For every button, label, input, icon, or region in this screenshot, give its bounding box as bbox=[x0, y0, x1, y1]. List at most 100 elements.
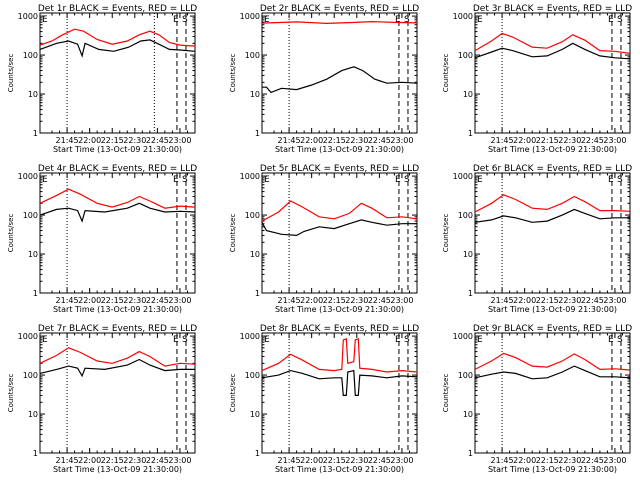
y-axis-label: Counts/sec bbox=[442, 374, 450, 413]
marker-label: S bbox=[617, 15, 623, 25]
plot-frame bbox=[474, 332, 631, 454]
marker-label-left: E bbox=[42, 335, 48, 345]
marker-label-left: E bbox=[42, 175, 48, 185]
x-tick-label: 23:00 bbox=[168, 296, 191, 305]
marker-label-left: E bbox=[264, 15, 270, 25]
x-axis-label: Start Time (13-Oct-09 21:30:00) bbox=[488, 145, 617, 154]
x-tick-label: 22:00 bbox=[513, 296, 536, 305]
plot-frame bbox=[261, 172, 418, 294]
events-series-line bbox=[39, 39, 196, 58]
events-series-line bbox=[474, 208, 630, 223]
y-tick-label: 100 bbox=[458, 371, 473, 380]
y-axis-label: Counts/sec bbox=[7, 374, 15, 413]
x-tick-label: 23:00 bbox=[390, 296, 413, 305]
y-axis-label: Counts/sec bbox=[229, 374, 237, 413]
panel-title: Det 3r BLACK = Events, RED = LLD bbox=[473, 4, 632, 14]
marker-label: S bbox=[182, 15, 188, 25]
events-series-line bbox=[262, 66, 418, 94]
y-axis-label: Counts/sec bbox=[442, 54, 450, 93]
x-tick-label: 22:45 bbox=[581, 136, 604, 145]
marker-label-left: E bbox=[477, 335, 483, 345]
y-tick-label: 1 bbox=[33, 129, 38, 138]
plot-panel-7: Det 7r BLACK = Events, RED = LLD 1 10 100 10… bbox=[7, 324, 197, 474]
x-tick-label: 22:30 bbox=[558, 296, 581, 305]
x-tick-label: 22:30 bbox=[558, 456, 581, 465]
plot-frame bbox=[261, 12, 418, 134]
x-tick-label: 22:15 bbox=[323, 296, 346, 305]
x-tick-label: 22:15 bbox=[536, 456, 559, 465]
marker-label: S bbox=[404, 175, 410, 185]
x-tick-label: 21:45 bbox=[278, 136, 301, 145]
y-tick-label: 100 bbox=[458, 211, 473, 220]
events-series-line bbox=[474, 42, 631, 60]
y-tick-label: 10 bbox=[463, 90, 473, 99]
panel-title: Det 6r BLACK = Events, RED = LLD bbox=[473, 164, 632, 174]
panel-title: Det 8r BLACK = Events, RED = LLD bbox=[260, 324, 419, 334]
plot-panel-2: Det 2r BLACK = Events, RED = LLD 1 10 100 10… bbox=[229, 4, 419, 154]
x-tick-label: 22:00 bbox=[300, 296, 323, 305]
events-series-line bbox=[39, 202, 196, 223]
x-tick-label: 23:00 bbox=[603, 296, 626, 305]
events-series-line bbox=[39, 358, 195, 378]
x-axis-label: Start Time (13-Oct-09 21:30:00) bbox=[488, 305, 617, 314]
y-axis-label: Counts/sec bbox=[7, 54, 15, 93]
marker-label: E bbox=[395, 15, 401, 25]
y-axis-label: Counts/sec bbox=[229, 214, 237, 253]
y-axis-label: Counts/sec bbox=[442, 214, 450, 253]
x-tick-label: 22:15 bbox=[536, 136, 559, 145]
x-tick-label: 22:15 bbox=[323, 456, 346, 465]
y-tick-label: 1 bbox=[468, 449, 473, 458]
y-tick-label: 100 bbox=[245, 51, 260, 60]
marker-label-left: E bbox=[264, 335, 270, 345]
x-tick-label: 22:15 bbox=[101, 456, 124, 465]
y-tick-label: 1 bbox=[255, 449, 260, 458]
y-tick-label: 10 bbox=[463, 250, 473, 259]
marker-label: S bbox=[404, 15, 410, 25]
panel-title: Det 4r BLACK = Events, RED = LLD bbox=[38, 164, 197, 174]
x-tick-label: 22:30 bbox=[345, 136, 368, 145]
plot-frame bbox=[261, 332, 418, 454]
x-axis-label: Start Time (13-Oct-09 21:30:00) bbox=[488, 465, 617, 474]
x-tick-label: 22:00 bbox=[513, 456, 536, 465]
panel-title: Det 5r BLACK = Events, RED = LLD bbox=[260, 164, 419, 174]
marker-label: E bbox=[173, 15, 179, 25]
plot-panel-8: Det 8r BLACK = Events, RED = LLD 1 10 100 10… bbox=[229, 324, 419, 474]
events-series-line bbox=[261, 369, 418, 396]
y-tick-label: 10 bbox=[28, 90, 38, 99]
x-tick-label: 21:45 bbox=[491, 456, 514, 465]
x-axis-label: Start Time (13-Oct-09 21:30:00) bbox=[275, 145, 404, 154]
plot-panel-4: Det 4r BLACK = Events, RED = LLD 1 10 100 10… bbox=[7, 164, 197, 314]
x-tick-label: 23:00 bbox=[168, 456, 191, 465]
lld-series-line bbox=[39, 347, 196, 367]
marker-label: E bbox=[395, 335, 401, 345]
x-tick-label: 21:45 bbox=[278, 296, 301, 305]
x-axis-label: Start Time (13-Oct-09 21:30:00) bbox=[275, 465, 404, 474]
x-tick-label: 22:45 bbox=[146, 456, 169, 465]
x-tick-label: 22:30 bbox=[123, 296, 146, 305]
y-tick-label: 1 bbox=[468, 289, 473, 298]
marker-label: S bbox=[182, 335, 188, 345]
x-axis-label: Start Time (13-Oct-09 21:30:00) bbox=[53, 145, 182, 154]
lld-series-line bbox=[474, 194, 631, 213]
events-series-line bbox=[261, 219, 417, 237]
x-tick-label: 22:00 bbox=[78, 456, 101, 465]
marker-label: E bbox=[173, 335, 179, 345]
x-tick-label: 22:00 bbox=[78, 296, 101, 305]
x-tick-label: 22:45 bbox=[368, 136, 391, 145]
plot-panel-6: Det 6r BLACK = Events, RED = LLD 1 10 100 10… bbox=[442, 164, 632, 314]
y-tick-label: 1000 bbox=[453, 172, 473, 181]
y-tick-label: 1 bbox=[255, 129, 260, 138]
y-axis-label: Counts/sec bbox=[7, 214, 15, 253]
x-tick-label: 22:30 bbox=[558, 136, 581, 145]
y-tick-label: 1000 bbox=[453, 12, 473, 21]
y-tick-label: 10 bbox=[250, 250, 260, 259]
plot-frame bbox=[39, 172, 196, 294]
lld-series-line bbox=[261, 20, 418, 25]
x-tick-label: 21:45 bbox=[278, 456, 301, 465]
y-tick-label: 1000 bbox=[18, 332, 38, 341]
events-series-line bbox=[474, 365, 631, 380]
x-tick-label: 22:45 bbox=[146, 136, 169, 145]
x-tick-label: 22:15 bbox=[323, 136, 346, 145]
